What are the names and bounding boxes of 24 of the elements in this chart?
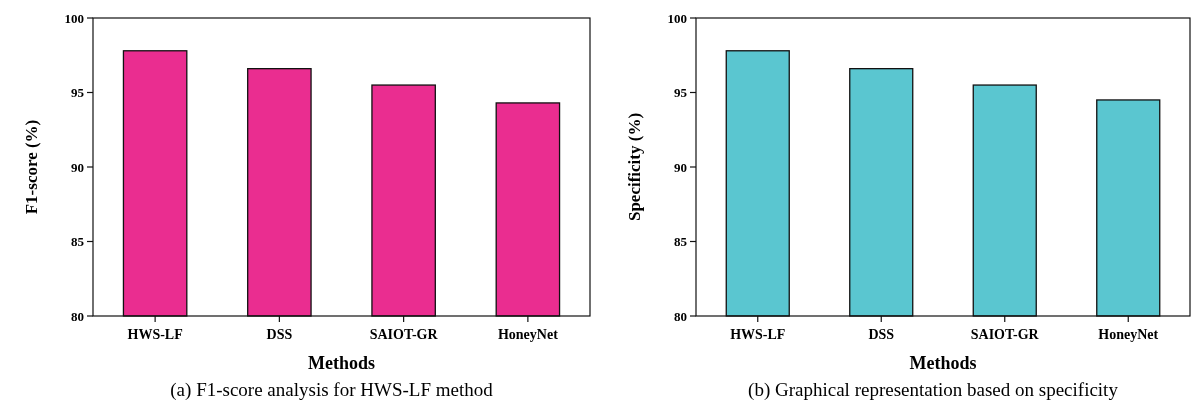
text: (a) F1-score analysis for HWS-LF method	[170, 379, 494, 401]
y-tick-label: 90	[71, 159, 84, 175]
x-tick-label: DSS	[868, 327, 895, 342]
y-tick-label: 95	[674, 85, 688, 101]
y-tick-label: 95	[71, 85, 85, 101]
y-tick-label: 100	[667, 10, 687, 26]
y-tick-label: 85	[71, 234, 85, 250]
y-tick-label: 85	[674, 234, 688, 250]
x-tick-label: HWS-LF	[730, 327, 786, 342]
x-tick-label: HoneyNet	[497, 327, 559, 342]
text: (b) Graphical representation based on specificity	[748, 379, 1119, 401]
y-tick-label: 80	[71, 308, 84, 324]
x-axis-title: Methods	[909, 353, 977, 373]
x-axis-title: Methods	[308, 353, 375, 373]
x-tick-label: HoneyNet	[1098, 327, 1159, 342]
y-axis-title: F1-score (%)	[22, 119, 41, 215]
y-axis-title: Specificity (%)	[625, 112, 644, 222]
x-tick-label: DSS	[266, 327, 293, 342]
x-tick-label: HWS-LF	[127, 327, 183, 342]
y-tick-label: 80	[674, 308, 687, 324]
x-tick-label: SAIOT-GR	[369, 327, 439, 342]
x-tick-label: SAIOT-GR	[970, 327, 1040, 342]
y-tick-label: 90	[674, 159, 687, 175]
y-tick-label: 100	[64, 10, 84, 26]
